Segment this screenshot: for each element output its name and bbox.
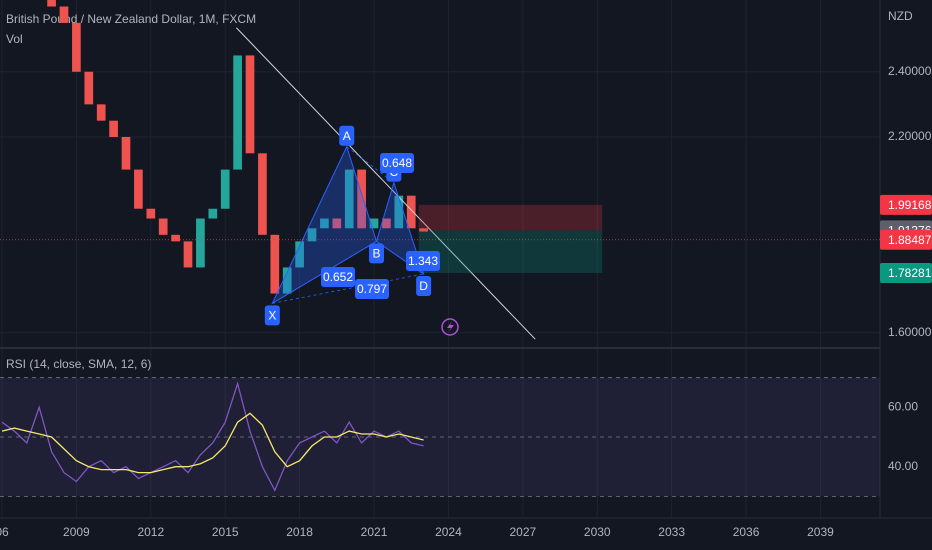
event-icon[interactable] <box>441 318 459 336</box>
candle <box>382 218 391 229</box>
candle <box>369 218 379 229</box>
grid <box>0 0 880 518</box>
pattern-ratio-label-box <box>355 279 389 299</box>
candle <box>96 104 106 121</box>
x-tick-label: 2024 <box>435 525 462 539</box>
trendline <box>236 27 536 340</box>
x-tick-label: 2030 <box>584 525 611 539</box>
candle <box>419 228 428 232</box>
price-tag-box <box>880 263 932 284</box>
y-tick-label: 1.60000 <box>888 325 932 339</box>
rsi-tick-label: 60.00 <box>888 400 918 414</box>
x-tick-label: 2018 <box>286 525 313 539</box>
rsi-tick-label: 40.00 <box>888 459 918 473</box>
x-tick-label: 2015 <box>212 525 239 539</box>
price-tag-box <box>880 229 932 250</box>
candle <box>47 0 56 7</box>
candle <box>146 208 156 219</box>
pattern-point-label-box <box>369 243 385 264</box>
price-tag-box <box>880 194 932 215</box>
candle <box>406 195 416 229</box>
chart-title: British Pound / New Zealand Dollar, 1M, … <box>6 12 256 26</box>
pattern-point-label-box <box>264 305 280 326</box>
x-tick-label: 2033 <box>658 525 685 539</box>
pattern-point-label: A <box>343 129 351 143</box>
candle <box>158 218 168 235</box>
pattern-point-label: B <box>372 247 380 261</box>
x-tick-label: 06 <box>0 525 9 539</box>
x-tick-label: 2009 <box>63 525 90 539</box>
pattern-ratio-label: 1.343 <box>408 254 438 268</box>
candle <box>109 120 118 137</box>
candle <box>394 195 404 229</box>
rsi-title: RSI (14, close, SMA, 12, 6) <box>6 357 151 371</box>
rsi-line <box>1 381 424 492</box>
candle <box>295 241 304 268</box>
stop-zone <box>418 204 603 231</box>
y-tick-label: 2.40000 <box>888 64 932 78</box>
candle <box>134 169 143 209</box>
volume-label: Vol <box>6 32 23 46</box>
pattern-ratio-label-box <box>406 251 440 271</box>
candle <box>344 169 354 229</box>
candle <box>282 267 292 294</box>
target-zone <box>418 230 603 274</box>
pattern-ratio-label: 0.648 <box>382 156 412 170</box>
pattern-point-label: X <box>268 308 276 322</box>
x-tick-label: 2036 <box>733 525 760 539</box>
harmonic-leg <box>272 273 424 304</box>
candle <box>84 71 94 105</box>
pattern-ratio-label: 0.797 <box>357 282 387 296</box>
candle <box>196 218 205 268</box>
candle <box>220 169 230 209</box>
candle <box>258 153 267 235</box>
x-tick-label: 2027 <box>509 525 536 539</box>
currency-label: NZD <box>888 9 913 23</box>
candle <box>208 208 218 219</box>
pattern-point-label-box <box>416 275 432 296</box>
candle <box>270 234 280 294</box>
x-tick-label: 2039 <box>807 525 834 539</box>
price-tag: 1.99168 <box>888 198 932 212</box>
candle <box>59 6 69 23</box>
rsi-ma-line <box>1 412 424 474</box>
candle <box>245 55 255 154</box>
candle <box>332 218 342 229</box>
pattern-point-label: D <box>419 279 428 293</box>
candle <box>233 55 242 170</box>
y-tick-label: 2.20000 <box>888 129 932 143</box>
pattern-ratio-label: 0.652 <box>323 270 353 284</box>
candle <box>121 136 131 170</box>
candle <box>183 241 193 268</box>
harmonic-leg <box>346 146 395 183</box>
price-tag: 1.78281 <box>888 266 932 280</box>
pattern-ratio-label-box <box>321 267 355 287</box>
x-tick-label: 2012 <box>137 525 164 539</box>
pattern-point-label-box <box>339 125 355 146</box>
x-tick-label: 2021 <box>361 525 388 539</box>
price-tag: 1.88487 <box>888 233 932 247</box>
candle <box>320 218 329 229</box>
candle <box>171 234 180 242</box>
candle <box>357 169 366 229</box>
candle <box>307 228 317 242</box>
candle <box>72 22 81 72</box>
pattern-ratio-label-box <box>380 153 414 173</box>
event-icon-bolt <box>447 321 454 333</box>
